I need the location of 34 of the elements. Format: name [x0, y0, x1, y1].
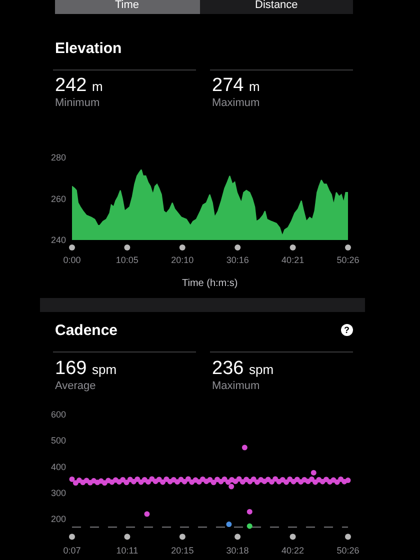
y-tick-label: 500: [50, 436, 66, 446]
chart-title: Elevation: [55, 40, 122, 57]
x-tick-label: 0:00: [63, 255, 81, 265]
x-tick-label: 40:21: [282, 255, 304, 265]
y-tick-label: 200: [50, 514, 66, 524]
text: 242 m: [55, 75, 103, 96]
text: 169 spm: [55, 358, 117, 379]
chart-title: Cadence: [55, 322, 118, 339]
text: Time: [115, 0, 140, 11]
text: Maximum: [212, 380, 260, 392]
text: Average: [55, 380, 96, 392]
y-tick-label: 600: [50, 409, 66, 420]
x-tick-label: 30:18: [226, 546, 249, 556]
text: Minimum: [55, 97, 100, 109]
text: 236 spm: [212, 358, 274, 379]
text: ?: [344, 325, 350, 335]
x-tick-label: 10:05: [116, 255, 138, 265]
x-axis-title: Time (h:m:s): [182, 278, 238, 289]
x-tick-label: 50:26: [336, 255, 360, 265]
x-tick-label: 20:15: [171, 546, 194, 556]
y-tick-label: 300: [50, 488, 66, 498]
x-tick-label: 30:16: [226, 255, 249, 265]
text: Maximum: [212, 97, 260, 109]
y-tick-label: 400: [50, 462, 66, 472]
x-tick-label: 10:11: [116, 546, 138, 556]
text: 274 m: [212, 75, 260, 96]
x-tick-label: 50:26: [336, 546, 360, 556]
x-tick-label: 0:07: [63, 546, 81, 556]
text: Distance: [255, 0, 298, 11]
y-tick-label: 280: [50, 152, 66, 162]
x-tick-label: 40:22: [282, 546, 304, 556]
y-tick-label: 260: [50, 194, 66, 204]
y-tick-label: 240: [50, 235, 66, 246]
x-tick-label: 20:10: [171, 255, 194, 265]
